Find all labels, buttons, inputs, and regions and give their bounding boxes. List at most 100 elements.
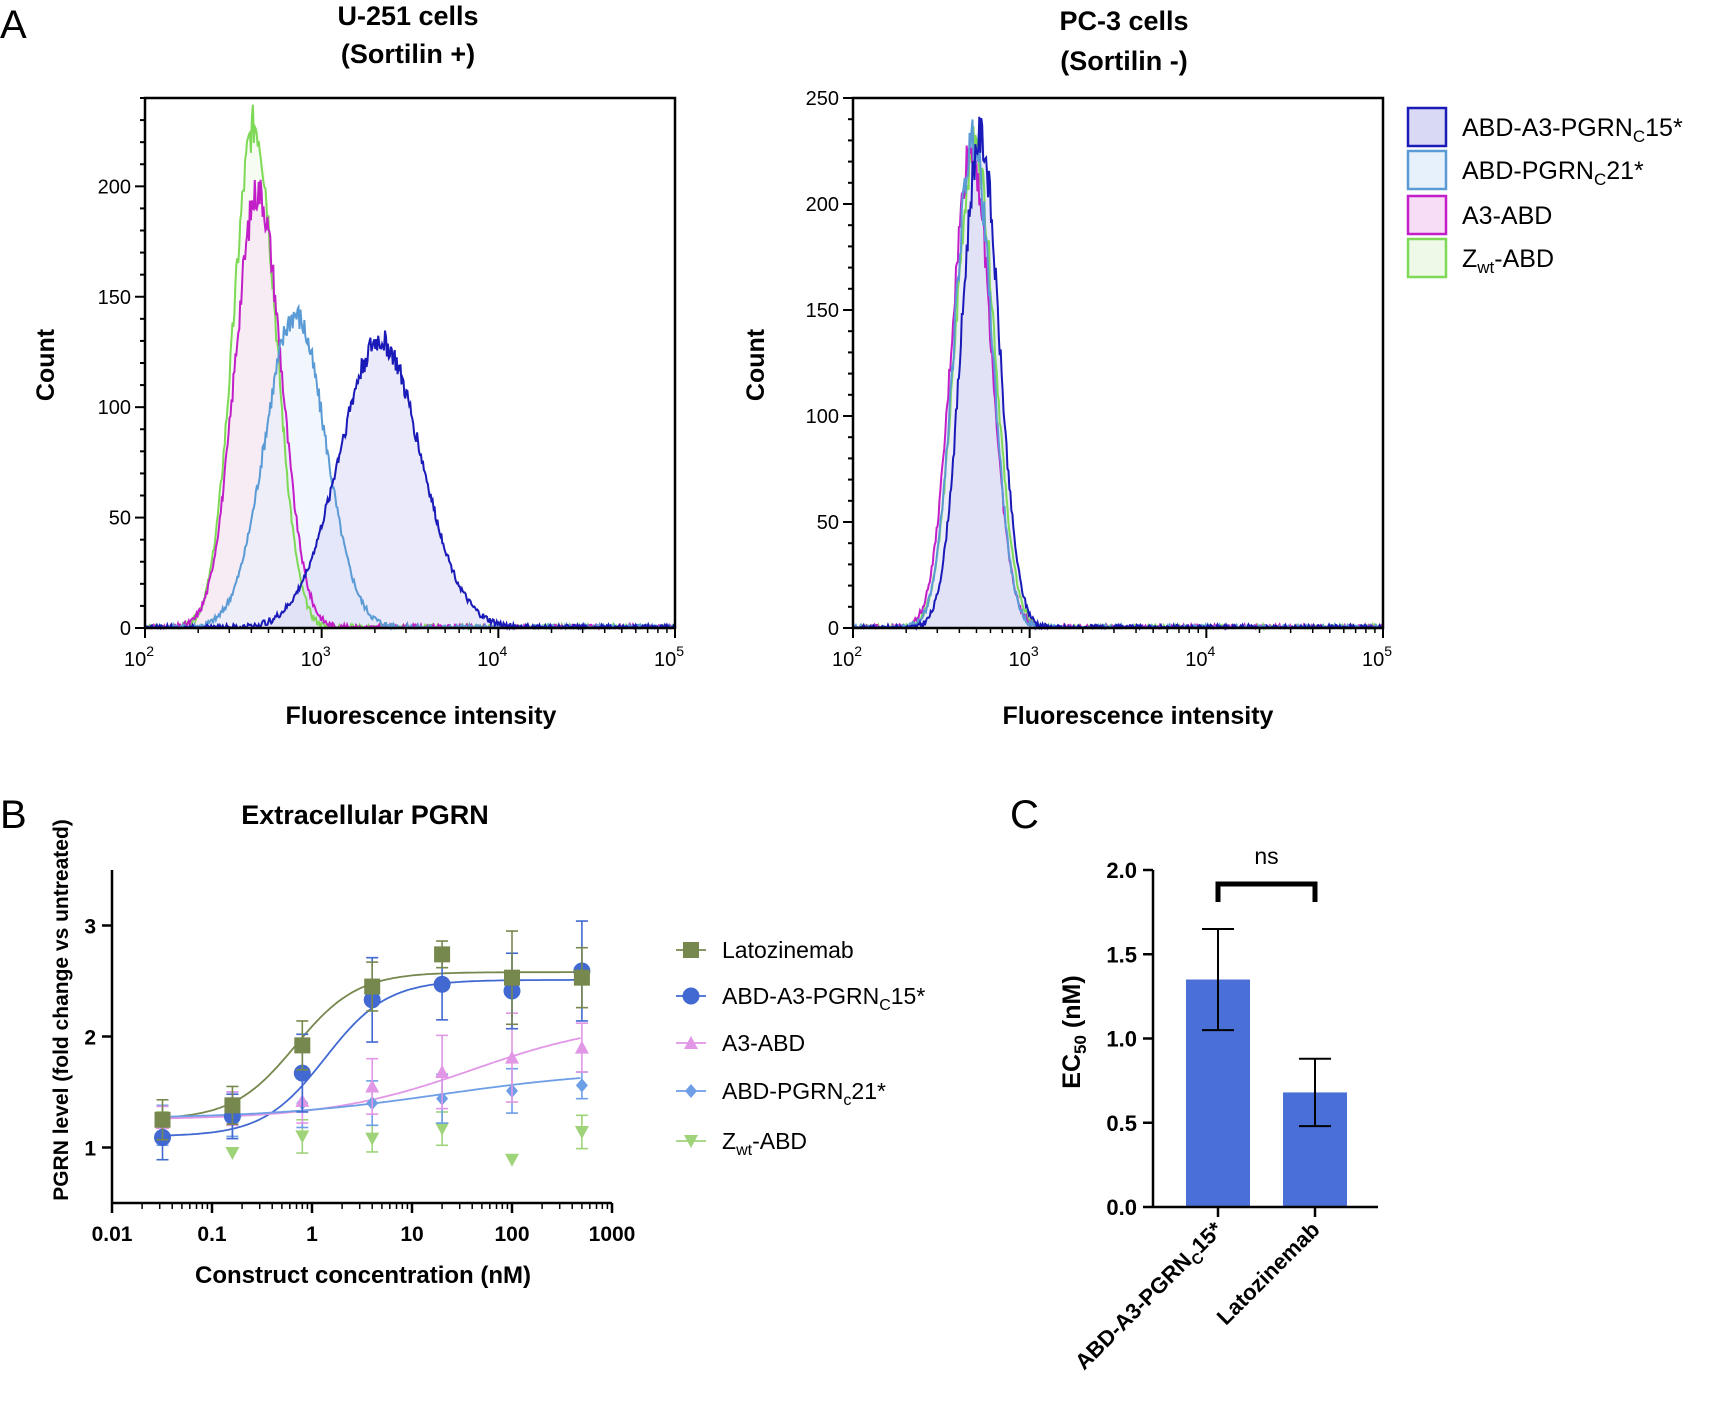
x-tick-label: 104 xyxy=(477,643,507,671)
category-label-0: ABD-A3-PGRNC15* xyxy=(1070,1217,1231,1378)
x-tick-label-b: 100 xyxy=(494,1223,529,1246)
histogram-fill-abd_a3 xyxy=(853,132,1383,628)
marker-zwt_abd_b xyxy=(574,1125,589,1139)
marker-latozinemab xyxy=(224,1097,241,1114)
ylabel-pc3: Count xyxy=(742,328,770,401)
marker-latozinemab xyxy=(434,946,451,963)
legend-a-swatch-abd_pgrn21 xyxy=(1406,149,1448,191)
y-tick-label-c: 0.5 xyxy=(1106,1111,1137,1136)
legend-a-swatch-abd_a3 xyxy=(1406,106,1448,148)
panel-a-letter: A xyxy=(0,3,27,47)
marker-zwt_abd_b xyxy=(435,1122,450,1136)
y-tick-label: 200 xyxy=(98,176,131,198)
y-tick-label-c: 2.0 xyxy=(1106,858,1137,883)
x-tick-label: 104 xyxy=(1185,643,1215,671)
x-tick-label-b: 0.1 xyxy=(197,1223,227,1246)
xlabel-pc3: Fluorescence intensity xyxy=(1003,702,1274,730)
bar-error-0 xyxy=(1202,927,1234,1032)
dose-response-plot xyxy=(154,920,591,1167)
title-extracellular-pgrn: Extracellular PGRN xyxy=(241,800,489,830)
histogram-fill-zwt_abd xyxy=(853,130,1383,628)
x-tick-label: 105 xyxy=(1362,643,1392,671)
x-tick-label-b: 0.01 xyxy=(92,1223,133,1246)
marker-a3_abd_b xyxy=(435,1065,450,1079)
marker-latozinemab xyxy=(573,969,590,986)
legend-a-label-abd_a3: ABD-A3-PGRNC15* xyxy=(1462,114,1683,146)
ylabel-c: EC50 (nM) xyxy=(1058,975,1090,1088)
legend-b-label-a3_abd_b: A3-ABD xyxy=(722,1030,805,1056)
title-pc3-line2: (Sortilin -) xyxy=(1060,46,1187,76)
y-tick-label-c: 1.5 xyxy=(1106,942,1137,967)
y-tick-label-b: 2 xyxy=(84,1027,96,1050)
y-tick-label: 0 xyxy=(828,618,839,640)
x-tick-label: 103 xyxy=(301,643,331,671)
x-tick-label-b: 10 xyxy=(400,1223,423,1246)
legend-b-label-zwt_abd_b: Zwt-ABD xyxy=(722,1128,807,1159)
axes-b: 0.01 0.1 1 10 100 1000 1 2 3 xyxy=(84,870,635,1246)
title-pc3-line1: PC-3 cells xyxy=(1059,6,1188,36)
histogram-fill-abd_pgrn21 xyxy=(853,127,1383,628)
y-tick-label: 100 xyxy=(98,397,131,419)
marker-abd_a3_b xyxy=(433,975,451,993)
histogram-line-abd_pgrn21 xyxy=(852,119,1384,631)
panel-b-letter: B xyxy=(0,793,27,837)
y-tick-label-c: 0.0 xyxy=(1106,1195,1137,1220)
ylabel-u251: Count xyxy=(32,328,60,401)
marker-zwt_abd_b xyxy=(295,1130,310,1144)
x-tick-label: 102 xyxy=(832,643,862,671)
legend-a-label-abd_pgrn21: ABD-PGRNC21* xyxy=(1462,157,1644,189)
histogram-fill-abd_pgrn21 xyxy=(145,303,675,628)
significance-label: ns xyxy=(1254,843,1278,869)
axes-pc3: 0 50 100 150 200 250 102 103 104 105 xyxy=(806,88,1393,671)
y-tick-label: 100 xyxy=(806,406,839,428)
marker-latozinemab xyxy=(294,1037,311,1054)
y-tick-label: 150 xyxy=(98,287,131,309)
category-label-1: Latozinemab xyxy=(1212,1217,1325,1330)
legend-b-marker-latozinemab xyxy=(683,942,699,958)
legend-b-label-abd_a3_b: ABD-A3-PGRNC15* xyxy=(722,983,925,1014)
ylabel-b: PGRN level (fold change vs untreated) xyxy=(50,819,73,1201)
bar-error-1 xyxy=(1299,1057,1331,1128)
y-tick-label: 50 xyxy=(817,512,839,534)
marker-a3_abd_b xyxy=(574,1040,589,1054)
y-tick-label: 200 xyxy=(806,194,839,216)
legend-a-label-zwt_abd: Zwt-ABD xyxy=(1462,245,1554,277)
x-tick-label-b: 1000 xyxy=(589,1223,636,1246)
x-tick-label: 102 xyxy=(124,643,154,671)
histogram-fill-abd_a3 xyxy=(145,331,675,628)
legend-b-marker-a3_abd_b xyxy=(684,1036,698,1049)
histogram-line-a3_abd xyxy=(852,145,1383,631)
y-tick-label-b: 1 xyxy=(84,1138,96,1161)
xlabel-b: Construct concentration (nM) xyxy=(195,1262,531,1289)
legend-b-marker-abd_pgrn21_b xyxy=(685,1084,697,1098)
curves-pc3 xyxy=(852,116,1384,632)
plot-frame-pc3 xyxy=(851,96,1385,630)
x-tick-label: 105 xyxy=(654,643,684,671)
y-tick-label-b: 3 xyxy=(84,916,96,939)
y-tick-label-c: 1.0 xyxy=(1106,1027,1137,1052)
legend-a-swatch-a3_abd xyxy=(1406,194,1448,236)
marker-abd_pgrn21_b xyxy=(575,1078,588,1093)
histogram-pc3: PC-3 cells (Sortilin -) 0 50 100 150 200 250 1… xyxy=(742,6,1392,730)
panel-c-letter: C xyxy=(1010,793,1039,837)
histogram-fill-a3_abd xyxy=(853,131,1383,628)
y-tick-label: 50 xyxy=(109,508,131,530)
y-tick-label: 150 xyxy=(806,300,839,322)
marker-latozinemab xyxy=(504,969,520,986)
title-u251-line1: U-251 cells xyxy=(337,1,478,31)
marker-zwt_abd_b xyxy=(365,1132,380,1146)
x-tick-label-b: 1 xyxy=(306,1223,318,1246)
histogram-line-abd_a3 xyxy=(144,330,676,631)
legend-b-marker-zwt_abd_b xyxy=(684,1135,698,1148)
axes-u251: 0 50 100 150 200 102 103 104 105 xyxy=(98,97,684,671)
legend-b-marker-abd_a3_b xyxy=(682,987,700,1005)
histogram-u251: U-251 cells (Sortilin +) 0 50 100 150 200 102… xyxy=(32,1,684,730)
title-u251-line2: (Sortilin +) xyxy=(341,39,475,69)
histogram-line-abd_a3 xyxy=(852,116,1384,632)
legend-a-label-a3_abd: A3-ABD xyxy=(1462,202,1552,230)
marker-latozinemab xyxy=(364,978,381,995)
histogram-line-zwt_abd xyxy=(852,126,1384,632)
marker-a3_abd_b xyxy=(505,1050,519,1064)
marker-zwt_abd_b xyxy=(225,1147,240,1161)
